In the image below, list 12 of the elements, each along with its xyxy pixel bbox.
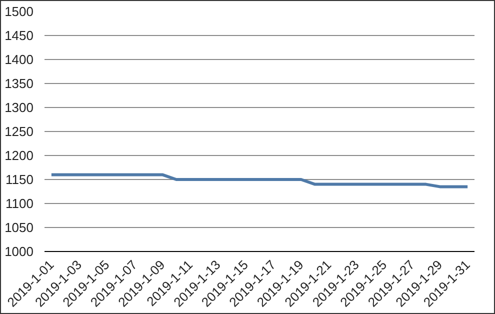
y-tick-label: 1200 (4, 148, 34, 163)
y-tick-label: 1300 (4, 100, 34, 115)
y-tick-label: 1500 (4, 4, 34, 19)
y-tick-label: 1000 (4, 244, 34, 259)
y-tick-label: 1150 (6, 172, 34, 187)
y-tick-label: 1450 (4, 28, 34, 43)
line-series (50, 173, 470, 188)
y-tick-label: 1350 (4, 76, 34, 91)
y-tick-label: 1050 (4, 220, 34, 235)
y-tick-label: 1100 (6, 196, 34, 211)
y-tick-label: 1400 (4, 52, 34, 67)
y-tick-label: 1250 (4, 124, 34, 139)
